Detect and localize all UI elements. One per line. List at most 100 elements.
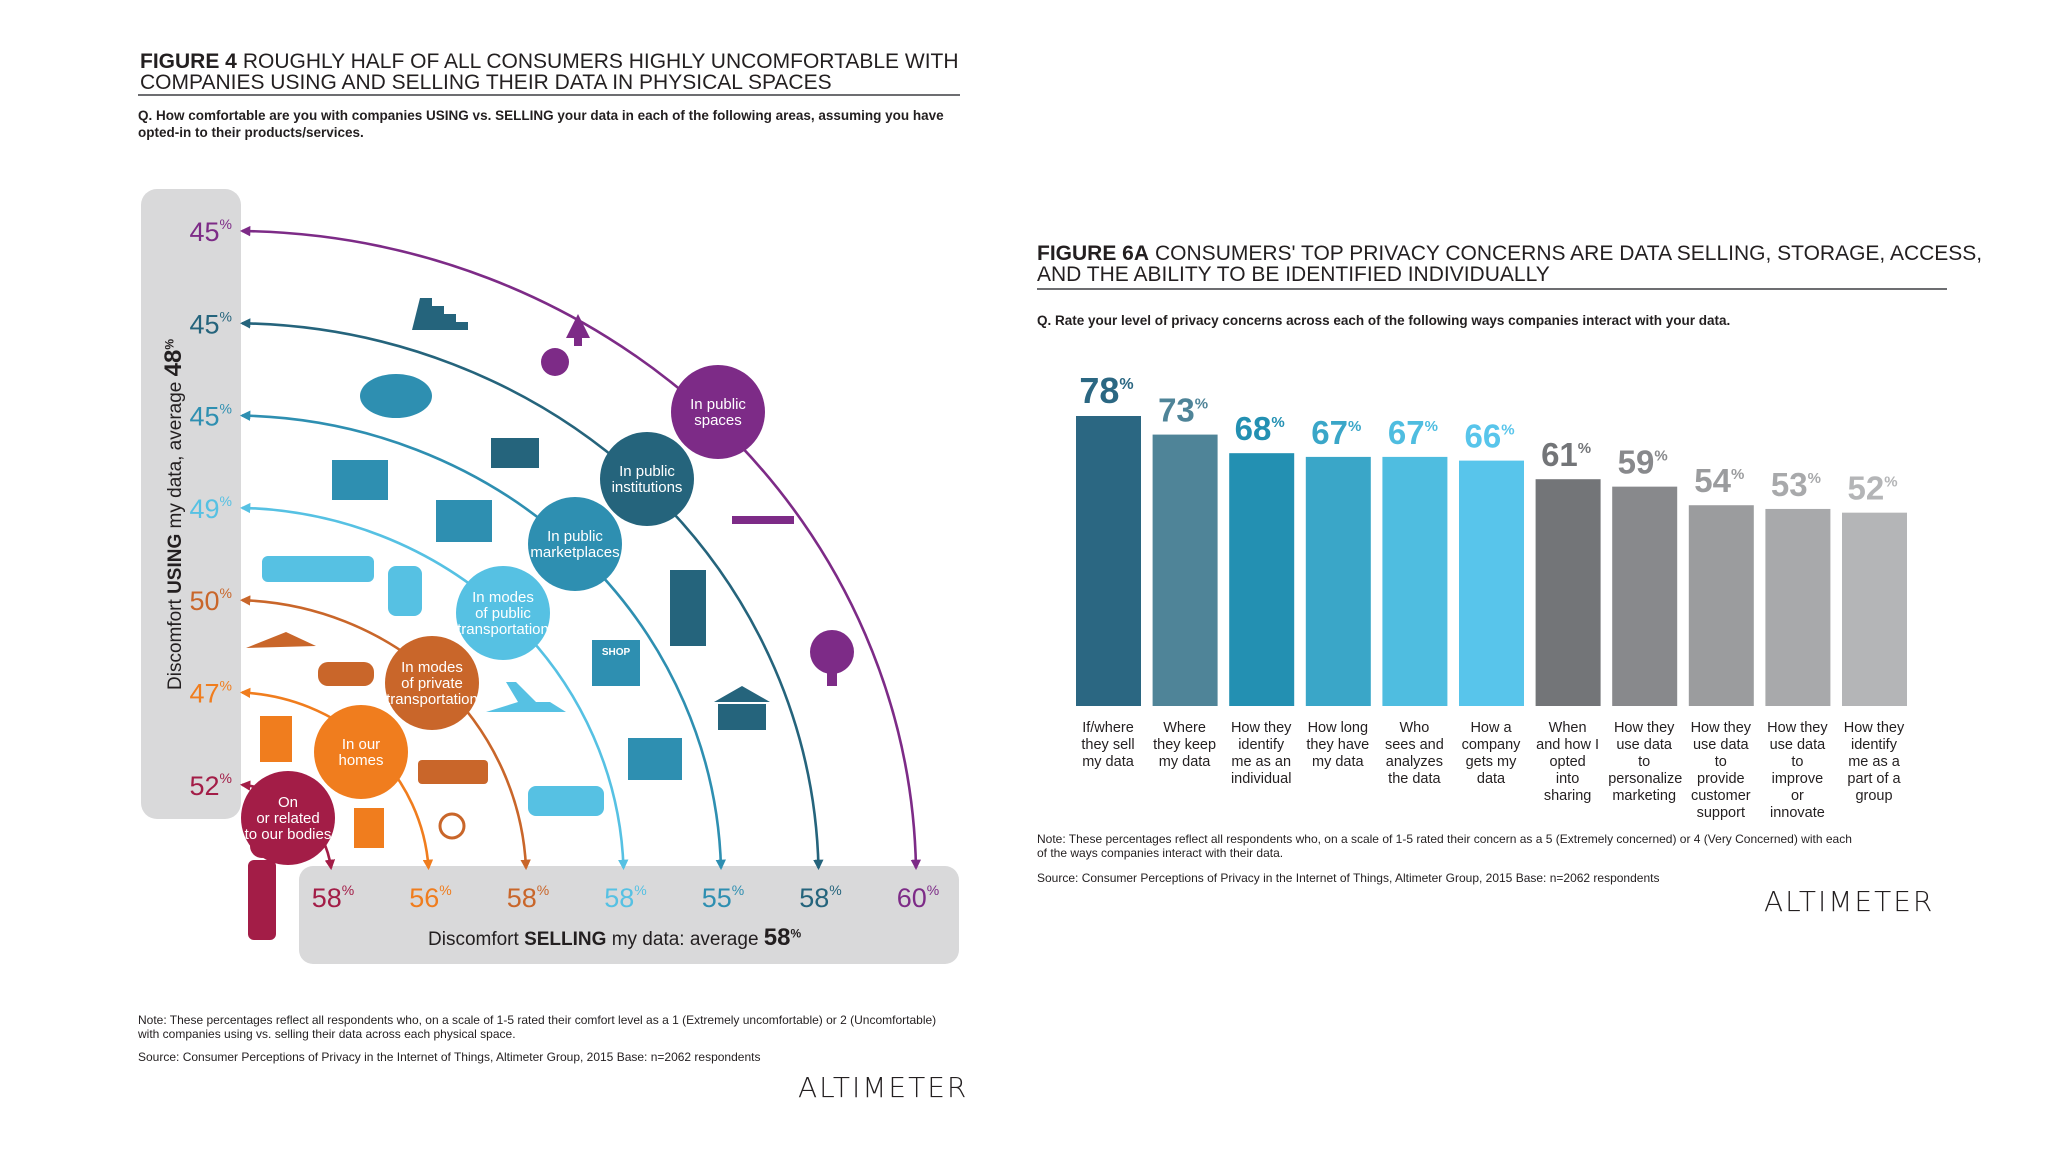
bar-category-line: into: [1555, 771, 1580, 787]
park-tree-trunk-icon: [827, 662, 837, 686]
category-label-5-1: homes: [338, 752, 383, 769]
bar-category-line: they sell: [1081, 737, 1135, 753]
bar-value-6-pct: %: [1578, 440, 1591, 457]
bar-value-9-pct: %: [1808, 470, 1821, 487]
bar-category-label-10: How they identify me as a part of a group: [1838, 720, 1910, 805]
category-circle-6: [241, 771, 335, 865]
bar-value-4: 67%: [1388, 414, 1438, 451]
figure6a-question: Q. Rate your level of privacy concerns a…: [1037, 313, 1731, 328]
bar-2: [1229, 453, 1295, 706]
bar-category-line: identify: [1851, 737, 1897, 753]
using-value-5-pct: %: [220, 678, 232, 694]
selling-value-4-pct: %: [537, 882, 549, 898]
using-value-5-number: 47: [190, 679, 220, 709]
bar-category-line: personalize: [1608, 771, 1683, 787]
tree-icon: [566, 314, 590, 346]
figure4-logo: ALTIMETER: [798, 1071, 969, 1104]
category-label-2-1: marketplaces: [530, 544, 619, 561]
selling-value-6-pct: %: [342, 882, 354, 898]
using-value-4: 50%: [190, 585, 233, 616]
category-circle-0: [671, 365, 765, 459]
category-label-0-0: In public: [690, 396, 746, 413]
bar-value-1: 73%: [1158, 392, 1208, 429]
category-circle-1: [600, 432, 694, 526]
bar-value-6-number: 61: [1541, 436, 1578, 473]
using-value-1-pct: %: [220, 308, 232, 324]
using-axis-average: 48: [160, 349, 187, 377]
figure4-question: Q. How comfortable are you with companie…: [138, 107, 944, 141]
category-label-3-0: In modes: [472, 589, 534, 606]
bar-category-line: opted: [1549, 754, 1586, 770]
selling-axis-mid: my data: average: [606, 929, 764, 950]
bicycle-icon: [438, 812, 466, 840]
figure6a-category-labels: If/where they sell my data Where they keep my…: [1040, 720, 1940, 830]
gas-station-icon: [628, 738, 682, 780]
bar-category-line: When: [1548, 720, 1587, 736]
bar-category-line: How they: [1767, 720, 1828, 736]
bar-value-2: 68%: [1235, 410, 1285, 447]
bar-value-0-pct: %: [1119, 376, 1133, 393]
coffee-maker-icon: [354, 808, 384, 848]
selling-value-5-pct: %: [439, 882, 451, 898]
bar-category-label-0: If/where they sell my data: [1072, 720, 1144, 771]
using-value-0: 45%: [190, 216, 233, 247]
category-label-0-1: spaces: [694, 412, 742, 429]
figure6a-tag: FIGURE 6A: [1037, 242, 1150, 265]
category-label-3-2: transportation: [457, 621, 549, 638]
category-circle-2: [528, 497, 622, 591]
selling-value-1: 58%: [799, 882, 842, 913]
category-label-1-1: institutions: [612, 479, 683, 496]
bar-category-line: How long: [1307, 720, 1369, 736]
using-value-1-number: 45: [190, 309, 220, 339]
figure6a-title-rule: [1037, 288, 1947, 290]
bar-category-label-2: How they identify me as an individual: [1225, 720, 1297, 788]
store-icon: [436, 500, 492, 542]
figure4-title-line1: ROUGHLY HALF OF ALL CONSUMERS HIGHLY UNC…: [242, 50, 959, 73]
bar-category-line: they keep: [1153, 737, 1217, 753]
bar-category-line: company: [1461, 737, 1521, 753]
figure4-source: Source: Consumer Perceptions of Privacy …: [138, 1050, 761, 1064]
bar-value-5-pct: %: [1501, 422, 1514, 439]
bar-value-0: 78%: [1079, 370, 1133, 411]
figure4-title: FIGURE 4 ROUGHLY HALF OF ALL CONSUMERS HI…: [140, 51, 959, 93]
bar-9: [1765, 508, 1831, 706]
category-circle-5: [314, 705, 408, 799]
selling-value-6-number: 58: [312, 883, 342, 913]
selling-value-0-number: 60: [897, 883, 927, 913]
bar-category-line: If/where: [1082, 720, 1134, 736]
selling-value-4-number: 58: [507, 883, 537, 913]
category-circle-3: [456, 566, 550, 660]
bar-value-9-number: 53: [1771, 466, 1808, 503]
figure6a-title-line1: CONSUMERS' TOP PRIVACY CONCERNS ARE DATA…: [1155, 242, 1983, 265]
figure6a-note-line1: Note: These percentages reflect all resp…: [1037, 832, 1852, 846]
bar-value-5: 66%: [1464, 418, 1514, 455]
category-label-4-0: In modes: [401, 659, 463, 676]
figure4-tag: FIGURE 4: [140, 50, 237, 73]
figure4-title-line2: COMPANIES USING AND SELLING THEIR DATA I…: [140, 71, 832, 94]
bar-category-line: How they: [1843, 720, 1905, 736]
selling-value-3-number: 58: [604, 883, 634, 913]
train-icon: [388, 566, 422, 616]
bar-value-1-number: 73: [1158, 392, 1195, 429]
bar-category-line: sees and: [1384, 737, 1444, 753]
using-axis-label: Discomfort USING my data, average 48%: [160, 339, 188, 690]
selling-value-4: 58%: [507, 882, 550, 913]
selling-value-1-pct: %: [829, 882, 841, 898]
category-label-6-1: or related: [256, 810, 319, 827]
airplane-icon: [486, 682, 566, 712]
bar-value-2-number: 68: [1235, 410, 1272, 447]
using-value-3: 49%: [190, 493, 233, 524]
figure6a-bar-chart: 78%73%68% 67% 67% 66%61% 59%54% 53% 52%: [1076, 370, 1907, 706]
bar-category-line: How they: [1690, 720, 1752, 736]
bar-category-line: my data: [1312, 754, 1364, 770]
category-label-4-1: of private: [401, 675, 463, 692]
bar-category-label-8: How they use data to provide customer support: [1685, 720, 1757, 822]
figure4-title-rule: [138, 94, 960, 96]
figure6a-logo: ALTIMETER: [1764, 885, 1935, 918]
bar-7: [1612, 486, 1678, 706]
using-value-4-pct: %: [220, 585, 232, 601]
using-axis-mid: my data, average: [165, 376, 186, 534]
figure4-question-line2: opted-in to their products/services.: [138, 125, 364, 140]
